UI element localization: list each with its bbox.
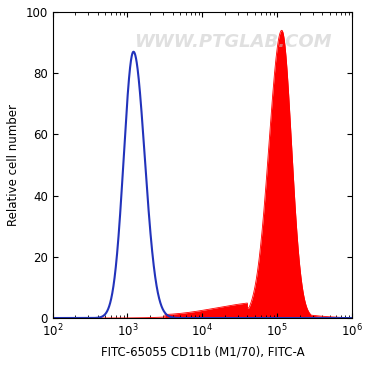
X-axis label: FITC-65055 CD11b (M1/70), FITC-A: FITC-65055 CD11b (M1/70), FITC-A	[101, 345, 304, 358]
Text: WWW.PTGLAB.COM: WWW.PTGLAB.COM	[134, 33, 331, 51]
Y-axis label: Relative cell number: Relative cell number	[7, 104, 20, 226]
